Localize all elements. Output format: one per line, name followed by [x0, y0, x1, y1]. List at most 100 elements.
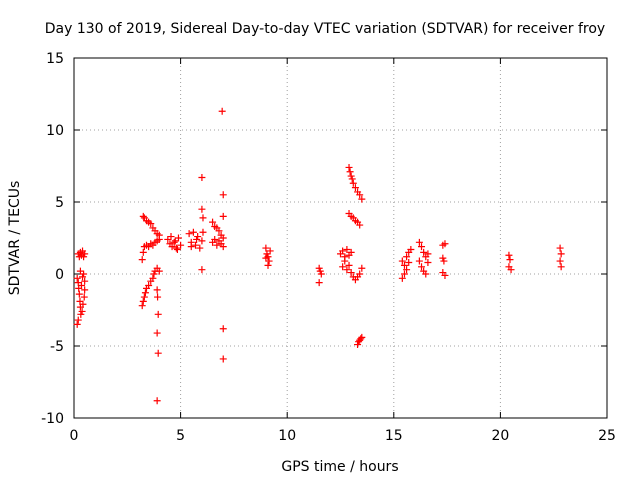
- data-point: [339, 247, 347, 255]
- data-point: [219, 234, 227, 242]
- data-point: [341, 257, 349, 265]
- y-tick-label: -5: [50, 339, 64, 355]
- data-point: [199, 228, 207, 236]
- data-point: [315, 279, 323, 287]
- x-tick-label: 5: [176, 428, 185, 444]
- data-point: [139, 248, 147, 256]
- data-point: [407, 246, 415, 254]
- data-point: [209, 218, 217, 226]
- data-point: [138, 302, 146, 310]
- data-point: [213, 241, 221, 249]
- y-tick-label: 15: [46, 51, 64, 67]
- x-tick-label: 25: [598, 428, 616, 444]
- data-point: [211, 235, 219, 243]
- data-point: [441, 271, 449, 279]
- data-point: [219, 325, 227, 333]
- data-point: [173, 246, 181, 254]
- data-point: [75, 290, 83, 298]
- data-point: [403, 253, 411, 261]
- grid-lines: [74, 58, 607, 418]
- data-point: [424, 258, 432, 266]
- data-point: [218, 107, 226, 115]
- data-point: [347, 269, 355, 277]
- data-point: [345, 163, 353, 171]
- data-point: [346, 168, 354, 176]
- data-point: [422, 270, 430, 278]
- data-point: [339, 263, 347, 271]
- data-point: [415, 238, 423, 246]
- data-point: [262, 254, 270, 262]
- data-point: [356, 270, 364, 278]
- data-point: [398, 274, 406, 282]
- data-point: [198, 174, 206, 182]
- data-point: [81, 277, 89, 285]
- data-point: [81, 250, 89, 258]
- data-point: [317, 270, 325, 278]
- data-point: [266, 247, 274, 255]
- data-point: [198, 237, 206, 245]
- data-point: [219, 355, 227, 363]
- data-point: [357, 335, 365, 343]
- data-point: [505, 251, 513, 259]
- data-point: [145, 282, 153, 290]
- y-tick-label: 10: [46, 123, 64, 139]
- data-point: [170, 238, 178, 246]
- data-point: [215, 227, 223, 235]
- data-point: [199, 214, 207, 222]
- data-point: [79, 300, 87, 308]
- data-point: [74, 316, 82, 324]
- data-point: [139, 297, 147, 305]
- data-point: [196, 244, 204, 252]
- data-point: [187, 243, 195, 251]
- data-point: [155, 235, 163, 243]
- plot-frame: [73, 57, 608, 419]
- data-point: [153, 286, 161, 294]
- data-point: [441, 240, 449, 248]
- data-point: [154, 310, 162, 318]
- data-point: [358, 333, 366, 341]
- data-point: [138, 256, 146, 264]
- data-point: [198, 266, 206, 274]
- data-point: [556, 244, 564, 252]
- data-point: [192, 241, 200, 249]
- data-point: [506, 256, 514, 264]
- data-point: [400, 261, 408, 269]
- data-point: [77, 282, 85, 290]
- data-point: [219, 243, 227, 251]
- y-tick-label: 0: [55, 267, 64, 283]
- data-point: [167, 233, 175, 241]
- data-point: [219, 212, 227, 220]
- data-point: [418, 263, 426, 271]
- data-point: [155, 267, 163, 275]
- data-point: [356, 191, 364, 199]
- data-point: [154, 349, 162, 357]
- data-point: [356, 221, 364, 229]
- x-tick-label: 10: [278, 428, 296, 444]
- data-point: [153, 329, 161, 337]
- data-point: [264, 261, 272, 269]
- data-point: [358, 264, 366, 272]
- axis-ticks: [73, 57, 608, 419]
- data-point: [358, 195, 366, 203]
- x-tick-label: 20: [491, 428, 509, 444]
- data-point: [193, 235, 201, 243]
- data-point: [73, 320, 81, 328]
- data-point: [343, 266, 351, 274]
- data-point: [405, 258, 413, 266]
- data-point: [141, 289, 149, 297]
- tick-labels: 0 5 10 15 20 25 -10 -5 0 5 10 15: [41, 51, 616, 444]
- data-point: [168, 243, 176, 251]
- data-point: [189, 228, 197, 236]
- data-point: [507, 266, 515, 274]
- y-tick-label: 5: [55, 195, 64, 211]
- data-point: [153, 397, 161, 405]
- data-point: [349, 179, 357, 187]
- data-point: [415, 257, 423, 265]
- y-tick-label: -10: [41, 411, 64, 427]
- data-point: [139, 212, 147, 220]
- data-point: [147, 220, 155, 228]
- data-point: [198, 205, 206, 213]
- data-point: [343, 246, 351, 254]
- data-point: [140, 293, 148, 301]
